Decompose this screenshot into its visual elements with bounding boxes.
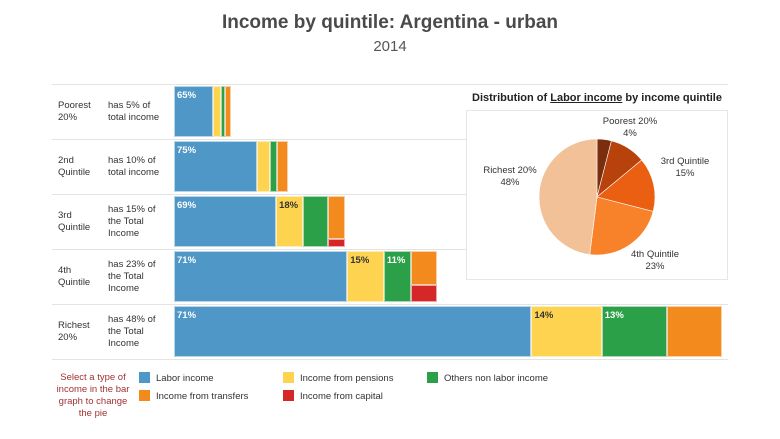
- bar-data-label: 71%: [177, 310, 197, 321]
- legend-swatch: [283, 372, 294, 383]
- legend-item[interactable]: Others non labor income: [427, 372, 567, 385]
- row-divider: [52, 359, 728, 360]
- row-share-text: has 48% of the Total Income: [108, 313, 156, 349]
- legend-swatch: [427, 372, 438, 383]
- bar-labor[interactable]: [174, 86, 214, 137]
- bar-transfers[interactable]: [410, 251, 437, 285]
- legend-swatch: [139, 372, 150, 383]
- row-label: 4th Quintile: [58, 264, 91, 288]
- bar-capital[interactable]: [410, 285, 437, 302]
- pie-slice-label: Poorest 20% 4%: [602, 116, 658, 139]
- row-share-text: has 10% of total income: [108, 154, 160, 178]
- bar-data-label: 71%: [177, 255, 197, 266]
- legend-swatch: [283, 390, 294, 401]
- bar-pensions[interactable]: [213, 86, 222, 137]
- bar-pensions[interactable]: [347, 251, 384, 302]
- bar-data-label: 13%: [604, 310, 624, 321]
- row-label: 2nd Quintile: [58, 154, 91, 178]
- pie-slice[interactable]: [538, 138, 598, 255]
- pie-slice-label: 4th Quintile 23%: [630, 249, 680, 272]
- row-label: 3rd Quintile: [58, 209, 91, 233]
- row-label: Poorest 20%: [58, 99, 91, 123]
- bar-labor[interactable]: [174, 306, 532, 357]
- bar-others[interactable]: [601, 306, 668, 357]
- bar-capital[interactable]: [327, 238, 345, 247]
- row-share-text: has 23% of the Total Income: [108, 258, 156, 294]
- pie-title: Distribution of Labor income by income q…: [466, 92, 728, 104]
- pie-chart: [538, 138, 656, 256]
- bar-others[interactable]: [302, 196, 328, 247]
- row-divider: [52, 249, 728, 250]
- bar-others[interactable]: [269, 141, 277, 192]
- pie-slice[interactable]: [596, 159, 656, 212]
- bar-transfers[interactable]: [327, 196, 345, 239]
- chart-title: Income by quintile: Argentina - urban: [221, 12, 559, 33]
- row-share-text: has 5% of total income: [108, 99, 160, 123]
- bar-labor[interactable]: [174, 251, 348, 302]
- pie-slice[interactable]: [589, 196, 654, 256]
- bar-labor[interactable]: [174, 141, 257, 192]
- bar-data-label: 18%: [279, 200, 299, 211]
- legend-label: Labor income: [156, 373, 214, 384]
- bar-transfers[interactable]: [667, 306, 722, 357]
- bar-pensions[interactable]: [256, 141, 270, 192]
- legend-item[interactable]: Labor income: [139, 372, 279, 385]
- row-divider: [52, 84, 728, 85]
- pie-title-income-type: Labor income: [550, 92, 623, 104]
- legend-label: Income from pensions: [300, 373, 394, 384]
- bar-data-label: 14%: [534, 310, 554, 321]
- legend-label: Others non labor income: [444, 373, 549, 384]
- pie-title-suffix: by income quintile: [622, 92, 722, 104]
- legend-label: Income from transfers: [156, 391, 249, 402]
- legend-item[interactable]: Income from transfers: [139, 390, 279, 403]
- row-divider: [52, 139, 728, 140]
- legend-item[interactable]: Income from pensions: [283, 372, 423, 385]
- bar-others[interactable]: [383, 251, 411, 302]
- row-divider: [52, 194, 728, 195]
- pie-title-prefix: Distribution of: [472, 92, 551, 104]
- bar-pensions[interactable]: [276, 196, 303, 247]
- legend-instruction: Select a type of income in the bar graph…: [56, 372, 130, 419]
- bar-transfers[interactable]: [225, 86, 232, 137]
- chart-subtitle: 2014: [373, 38, 407, 55]
- pie-slice-label: Richest 20% 48%: [483, 165, 537, 188]
- bar-labor[interactable]: [174, 196, 277, 247]
- bar-data-label: 69%: [177, 200, 197, 211]
- bar-data-label: 65%: [177, 90, 197, 101]
- legend-swatch: [139, 390, 150, 401]
- legend-item[interactable]: Income from capital: [283, 390, 423, 403]
- bar-data-label: 11%: [386, 255, 406, 266]
- pie-slice-label: 3rd Quintile 15%: [660, 156, 710, 179]
- row-divider: [52, 304, 728, 305]
- bar-pensions[interactable]: [531, 306, 602, 357]
- bar-others[interactable]: [221, 86, 226, 137]
- bar-data-label: 75%: [177, 145, 197, 156]
- legend-label: Income from capital: [300, 391, 383, 402]
- row-label: Richest 20%: [58, 319, 90, 343]
- bar-transfers[interactable]: [276, 141, 288, 192]
- row-share-text: has 15% of the Total Income: [108, 203, 156, 239]
- bar-data-label: 15%: [350, 255, 370, 266]
